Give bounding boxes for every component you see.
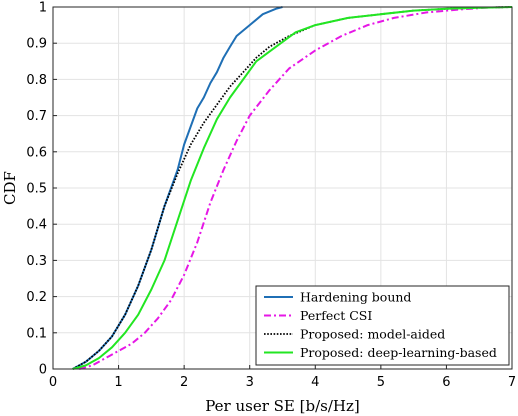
y-tick-label: 0.5 xyxy=(26,182,47,197)
tick-layer: 0 1 2 3 4 5 6 7 0 0.1 0.2 0.3 0.4 0.5 0.6 0.7 0.8 0.9 1 xyxy=(26,1,516,391)
legend-label-4: Proposed: deep-learning-based xyxy=(300,345,497,360)
grid-layer xyxy=(52,6,513,370)
series-layer xyxy=(72,6,513,370)
y-tick-label: 0.8 xyxy=(26,73,47,88)
y-tick-label: 1 xyxy=(39,1,47,16)
x-tick-label: 7 xyxy=(508,375,516,390)
y-axis-title: CDF xyxy=(1,171,19,205)
series-line-3 xyxy=(72,6,513,370)
y-tick-label: 0.3 xyxy=(26,254,47,269)
series-line-4 xyxy=(72,6,513,370)
legend-label-1: Hardening bound xyxy=(300,290,411,305)
y-tick-label: 0.9 xyxy=(26,37,47,52)
legend-label-3: Proposed: model-aided xyxy=(300,327,445,342)
y-tick-label: 0.6 xyxy=(26,145,47,160)
y-tick-label: 0.1 xyxy=(26,326,47,341)
y-tick-label: 0.4 xyxy=(26,218,47,233)
x-tick-label: 4 xyxy=(311,375,319,390)
x-tick-label: 2 xyxy=(180,375,188,390)
series-line-2 xyxy=(78,6,513,370)
y-tick-label: 0.7 xyxy=(26,109,47,124)
legend-label-2: Perfect CSI xyxy=(300,308,372,323)
x-tick-label: 1 xyxy=(114,375,122,390)
x-axis-title: Per user SE [b/s/Hz] xyxy=(205,397,360,415)
x-tick-label: 6 xyxy=(442,375,450,390)
x-tick-label: 0 xyxy=(49,375,57,390)
y-tick-label: 0.2 xyxy=(26,290,47,305)
y-tick-label: 0 xyxy=(39,363,47,378)
legend-box xyxy=(255,285,510,366)
x-tick-label: 3 xyxy=(246,375,254,390)
x-tick-label: 5 xyxy=(377,375,385,390)
legend: Hardening bound Perfect CSI Proposed: mode… xyxy=(255,285,510,366)
